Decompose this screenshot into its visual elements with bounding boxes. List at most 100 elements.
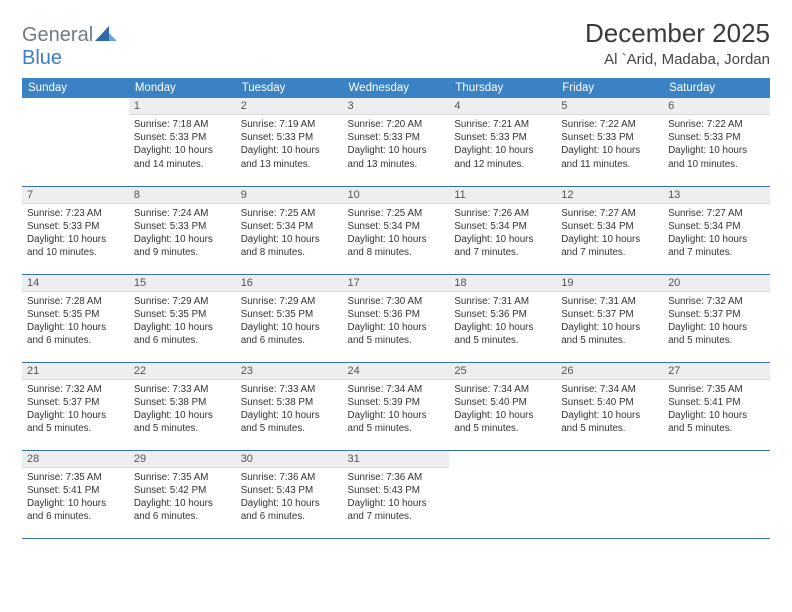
day-number: 5 [556,98,663,115]
calendar-day-cell: 3Sunrise: 7:20 AMSunset: 5:33 PMDaylight… [343,98,450,186]
day-number: 2 [236,98,343,115]
day-number: 23 [236,363,343,380]
day-details: Sunrise: 7:21 AMSunset: 5:33 PMDaylight:… [449,115,556,174]
day-number: 7 [22,187,129,204]
daylight-line: Daylight: 10 hours and 9 minutes. [134,233,231,259]
calendar-day-cell: 7Sunrise: 7:23 AMSunset: 5:33 PMDaylight… [22,186,129,274]
day-number: 24 [343,363,450,380]
day-details: Sunrise: 7:27 AMSunset: 5:34 PMDaylight:… [556,204,663,263]
sunrise-line: Sunrise: 7:35 AM [134,471,231,484]
sunset-line: Sunset: 5:34 PM [668,220,765,233]
sunset-line: Sunset: 5:34 PM [348,220,445,233]
calendar-day-cell: 29Sunrise: 7:35 AMSunset: 5:42 PMDayligh… [129,450,236,538]
sunset-line: Sunset: 5:33 PM [454,131,551,144]
daylight-line: Daylight: 10 hours and 7 minutes. [348,497,445,523]
day-number: 8 [129,187,236,204]
daylight-line: Daylight: 10 hours and 6 minutes. [27,497,124,523]
calendar-day-cell: 4Sunrise: 7:21 AMSunset: 5:33 PMDaylight… [449,98,556,186]
calendar-day-cell: 12Sunrise: 7:27 AMSunset: 5:34 PMDayligh… [556,186,663,274]
sunset-line: Sunset: 5:35 PM [134,308,231,321]
calendar-day-cell: 9Sunrise: 7:25 AMSunset: 5:34 PMDaylight… [236,186,343,274]
day-details: Sunrise: 7:33 AMSunset: 5:38 PMDaylight:… [129,380,236,439]
month-title: December 2025 [585,18,770,49]
location-text: Al `Arid, Madaba, Jordan [585,51,770,68]
sunrise-line: Sunrise: 7:33 AM [241,383,338,396]
day-number: 10 [343,187,450,204]
day-details: Sunrise: 7:28 AMSunset: 5:35 PMDaylight:… [22,292,129,351]
title-block: December 2025 Al `Arid, Madaba, Jordan [585,18,770,68]
weekday-header: Wednesday [343,78,450,98]
sunrise-line: Sunrise: 7:19 AM [241,118,338,131]
sunrise-line: Sunrise: 7:34 AM [561,383,658,396]
sunrise-line: Sunrise: 7:24 AM [134,207,231,220]
logo-sail-icon [95,24,117,47]
daylight-line: Daylight: 10 hours and 8 minutes. [241,233,338,259]
sunrise-line: Sunrise: 7:30 AM [348,295,445,308]
calendar-week-row: 7Sunrise: 7:23 AMSunset: 5:33 PMDaylight… [22,186,770,274]
calendar-day-cell: 19Sunrise: 7:31 AMSunset: 5:37 PMDayligh… [556,274,663,362]
weekday-header: Saturday [663,78,770,98]
day-details: Sunrise: 7:18 AMSunset: 5:33 PMDaylight:… [129,115,236,174]
calendar-day-cell: 5Sunrise: 7:22 AMSunset: 5:33 PMDaylight… [556,98,663,186]
day-details: Sunrise: 7:29 AMSunset: 5:35 PMDaylight:… [236,292,343,351]
day-details: Sunrise: 7:23 AMSunset: 5:33 PMDaylight:… [22,204,129,263]
day-details: Sunrise: 7:25 AMSunset: 5:34 PMDaylight:… [236,204,343,263]
day-number: 29 [129,451,236,468]
calendar-day-cell: 11Sunrise: 7:26 AMSunset: 5:34 PMDayligh… [449,186,556,274]
sunset-line: Sunset: 5:40 PM [454,396,551,409]
calendar-day-cell: 2Sunrise: 7:19 AMSunset: 5:33 PMDaylight… [236,98,343,186]
day-number: 27 [663,363,770,380]
sunrise-line: Sunrise: 7:22 AM [668,118,765,131]
day-number: 15 [129,275,236,292]
sunrise-line: Sunrise: 7:36 AM [241,471,338,484]
day-number: 25 [449,363,556,380]
day-number: 4 [449,98,556,115]
calendar-day-cell [22,98,129,186]
calendar-day-cell: 31Sunrise: 7:36 AMSunset: 5:43 PMDayligh… [343,450,450,538]
sunset-line: Sunset: 5:41 PM [668,396,765,409]
daylight-line: Daylight: 10 hours and 8 minutes. [348,233,445,259]
daylight-line: Daylight: 10 hours and 7 minutes. [454,233,551,259]
calendar-day-cell: 17Sunrise: 7:30 AMSunset: 5:36 PMDayligh… [343,274,450,362]
sunset-line: Sunset: 5:37 PM [668,308,765,321]
calendar-day-cell: 30Sunrise: 7:36 AMSunset: 5:43 PMDayligh… [236,450,343,538]
sunrise-line: Sunrise: 7:26 AM [454,207,551,220]
sunset-line: Sunset: 5:37 PM [561,308,658,321]
daylight-line: Daylight: 10 hours and 14 minutes. [134,144,231,170]
day-details: Sunrise: 7:26 AMSunset: 5:34 PMDaylight:… [449,204,556,263]
calendar-day-cell: 20Sunrise: 7:32 AMSunset: 5:37 PMDayligh… [663,274,770,362]
daylight-line: Daylight: 10 hours and 7 minutes. [668,233,765,259]
logo: GeneralBlue [22,18,117,70]
calendar-day-cell: 21Sunrise: 7:32 AMSunset: 5:37 PMDayligh… [22,362,129,450]
daylight-line: Daylight: 10 hours and 5 minutes. [454,321,551,347]
calendar-day-cell: 15Sunrise: 7:29 AMSunset: 5:35 PMDayligh… [129,274,236,362]
day-number: 20 [663,275,770,292]
sunset-line: Sunset: 5:35 PM [241,308,338,321]
daylight-line: Daylight: 10 hours and 5 minutes. [561,321,658,347]
sunset-line: Sunset: 5:34 PM [454,220,551,233]
sunrise-line: Sunrise: 7:21 AM [454,118,551,131]
day-details: Sunrise: 7:20 AMSunset: 5:33 PMDaylight:… [343,115,450,174]
calendar-day-cell: 10Sunrise: 7:25 AMSunset: 5:34 PMDayligh… [343,186,450,274]
calendar-day-cell: 24Sunrise: 7:34 AMSunset: 5:39 PMDayligh… [343,362,450,450]
day-details: Sunrise: 7:22 AMSunset: 5:33 PMDaylight:… [663,115,770,174]
day-number: 18 [449,275,556,292]
sunset-line: Sunset: 5:33 PM [134,220,231,233]
day-number: 22 [129,363,236,380]
sunrise-line: Sunrise: 7:22 AM [561,118,658,131]
sunrise-line: Sunrise: 7:32 AM [668,295,765,308]
weekday-header: Tuesday [236,78,343,98]
calendar-day-cell [556,450,663,538]
sunrise-line: Sunrise: 7:32 AM [27,383,124,396]
day-details: Sunrise: 7:31 AMSunset: 5:37 PMDaylight:… [556,292,663,351]
day-details: Sunrise: 7:22 AMSunset: 5:33 PMDaylight:… [556,115,663,174]
daylight-line: Daylight: 10 hours and 10 minutes. [27,233,124,259]
sunset-line: Sunset: 5:33 PM [27,220,124,233]
sunset-line: Sunset: 5:38 PM [134,396,231,409]
sunrise-line: Sunrise: 7:29 AM [134,295,231,308]
sunrise-line: Sunrise: 7:34 AM [454,383,551,396]
day-details: Sunrise: 7:36 AMSunset: 5:43 PMDaylight:… [343,468,450,527]
calendar-day-cell [449,450,556,538]
day-details: Sunrise: 7:34 AMSunset: 5:39 PMDaylight:… [343,380,450,439]
day-details: Sunrise: 7:31 AMSunset: 5:36 PMDaylight:… [449,292,556,351]
